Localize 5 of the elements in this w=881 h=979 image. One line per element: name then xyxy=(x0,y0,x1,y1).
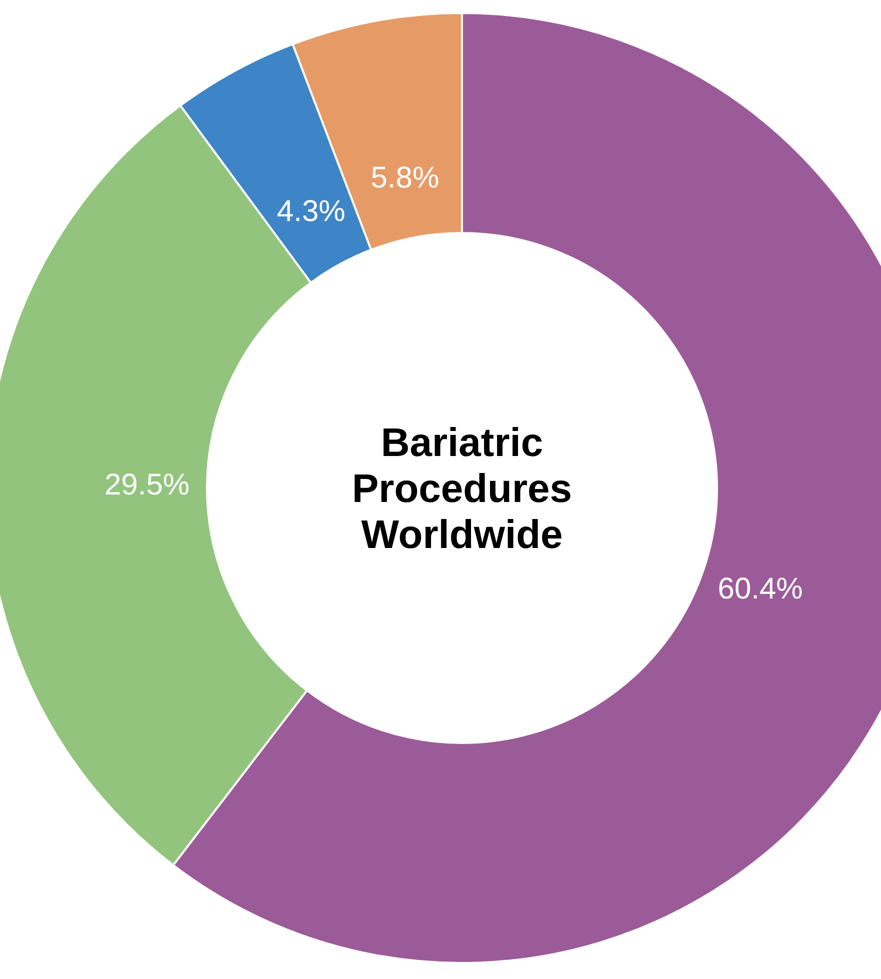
text: Bariatric Procedures Worldwide xyxy=(352,421,572,557)
data-label: 29.5% xyxy=(104,468,190,502)
data-label: 60.4% xyxy=(718,572,803,606)
data-label: 4.3% xyxy=(276,194,346,228)
data-label: 5.8% xyxy=(370,162,440,195)
